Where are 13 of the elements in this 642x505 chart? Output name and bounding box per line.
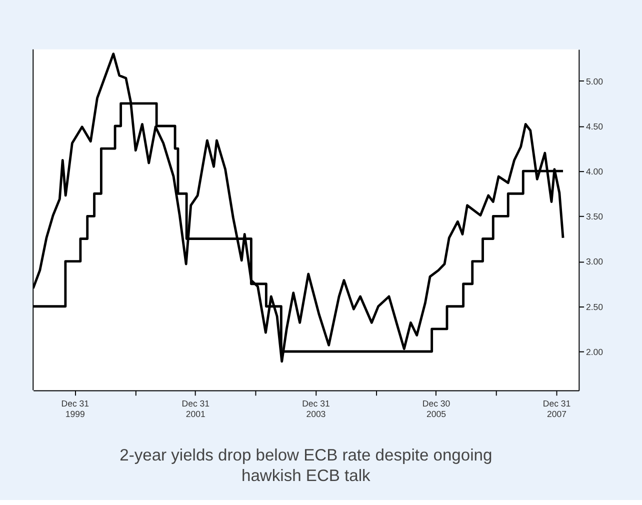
y-tick-label: 3.00 xyxy=(586,256,604,267)
x-tick-label: Dec 31 1999 xyxy=(61,398,90,420)
x-tick-label: Dec 31 2001 xyxy=(182,398,210,420)
text: 2-year yields drop below ECB rate despite ongoing hawkish ECB talk xyxy=(120,445,492,485)
x-tick-label: Dec 31 2007 xyxy=(542,398,571,420)
y-tick-label: 4.00 xyxy=(586,166,604,176)
x-tick-label: Dec 30 2005 xyxy=(422,398,450,420)
y-tick-label: 3.50 xyxy=(586,212,604,222)
x-tick-label: Dec 31 2003 xyxy=(302,398,330,420)
y-tick-label: 2.00 xyxy=(586,346,604,357)
y-tick-label: 2.50 xyxy=(586,302,604,312)
y-tick-label: 4.50 xyxy=(586,121,604,132)
y-tick-label: 5.00 xyxy=(586,76,604,86)
